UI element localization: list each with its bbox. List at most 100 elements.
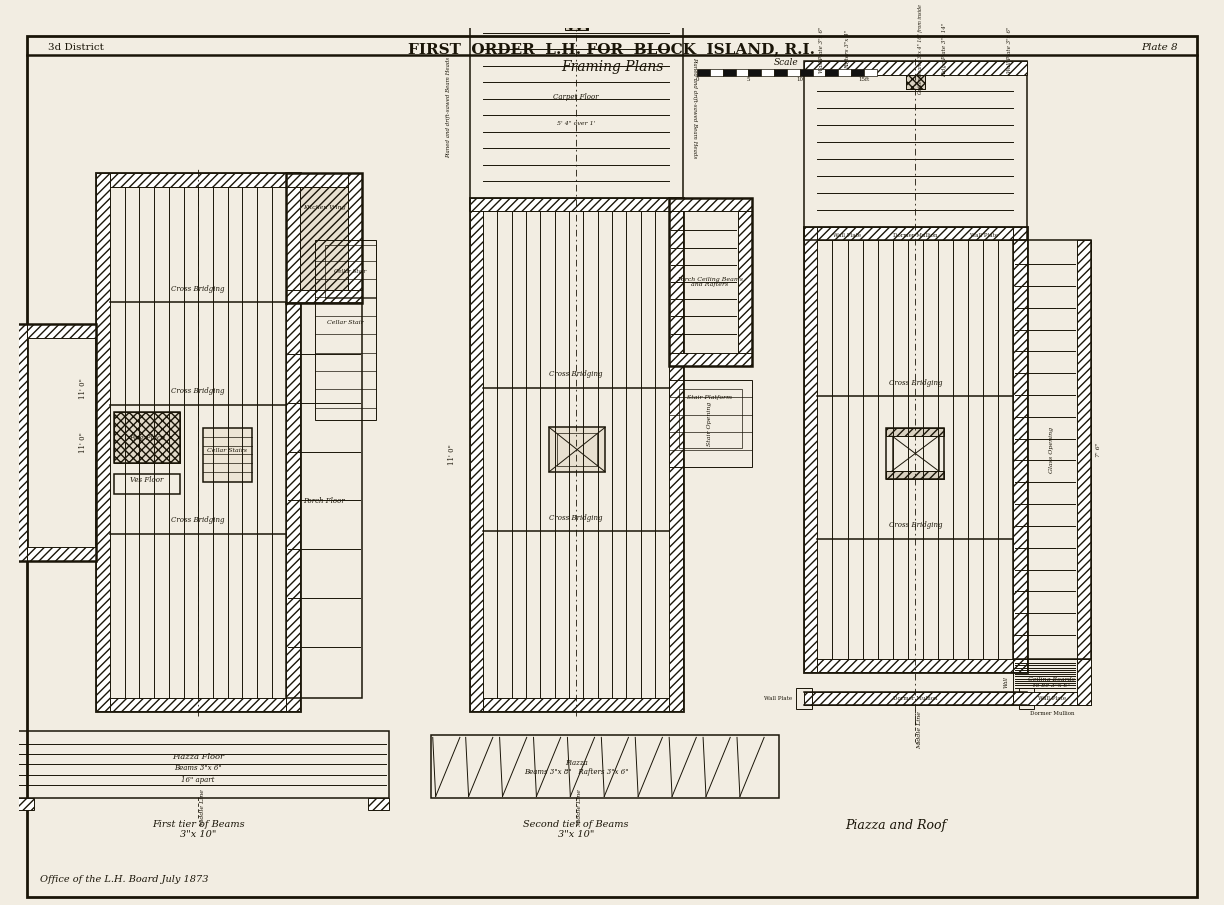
Bar — [110, 174, 286, 187]
Bar — [27, 547, 97, 560]
Text: 15ft: 15ft — [858, 77, 869, 81]
Bar — [787, 69, 799, 75]
Bar — [761, 69, 774, 75]
Bar — [550, 427, 605, 472]
Text: Fire Place: Fire Place — [129, 433, 165, 442]
Bar — [203, 428, 252, 481]
Text: Beams 3"x 6": Beams 3"x 6" — [175, 765, 222, 772]
Bar — [349, 174, 362, 303]
Bar — [13, 798, 34, 810]
Bar — [670, 353, 752, 367]
Bar — [368, 798, 389, 810]
Text: Wall Plate: Wall Plate — [832, 233, 860, 238]
Bar — [483, 197, 670, 211]
Bar — [804, 61, 1027, 74]
Text: Wall Plate: Wall Plate — [764, 696, 792, 701]
Bar — [97, 174, 110, 711]
Bar — [470, 197, 483, 711]
Bar — [906, 74, 925, 89]
Bar — [818, 659, 1013, 672]
Text: 5' 4" over 1': 5' 4" over 1' — [557, 121, 595, 126]
Bar — [1013, 659, 1091, 705]
Text: First tier of Beams
3"x 10": First tier of Beams 3"x 10" — [152, 820, 245, 839]
Bar — [886, 471, 945, 479]
Bar — [799, 69, 813, 75]
Text: FIRST  ORDER  L.H. FOR  BLOCK  ISLAND, R.I.: FIRST ORDER L.H. FOR BLOCK ISLAND, R.I. — [409, 43, 815, 57]
Bar — [774, 69, 787, 75]
Bar — [97, 174, 300, 711]
Text: Middle Line: Middle Line — [578, 789, 583, 827]
Bar — [557, 433, 597, 466]
Bar — [13, 324, 97, 560]
Bar — [825, 69, 838, 75]
Text: Cellar Stairs: Cellar Stairs — [207, 448, 247, 453]
Bar — [796, 688, 812, 710]
Text: Cross Bridging: Cross Bridging — [171, 516, 225, 524]
Bar — [670, 380, 752, 467]
Text: 7' 6": 7' 6" — [1095, 443, 1100, 457]
Text: Cross Bridging: Cross Bridging — [171, 285, 225, 293]
Text: 16" apart: 16" apart — [181, 776, 215, 784]
Text: Wall Plate: Wall Plate — [1038, 696, 1066, 701]
Text: Office of the L.H. Board July 1873: Office of the L.H. Board July 1873 — [40, 874, 209, 883]
Bar — [483, 698, 670, 711]
Text: Stair Platform: Stair Platform — [688, 395, 732, 400]
Text: Kitchen Wing: Kitchen Wing — [302, 205, 345, 210]
Text: Cross Bridging: Cross Bridging — [889, 378, 942, 386]
Bar — [13, 730, 389, 798]
Bar — [679, 389, 742, 448]
Text: Gutter Beams 3"x 4" 16" from inside: Gutter Beams 3"x 4" 16" from inside — [918, 5, 923, 94]
Bar — [864, 69, 876, 75]
Bar — [838, 69, 851, 75]
Bar — [110, 698, 286, 711]
Bar — [886, 428, 945, 479]
Text: Wall Plate 3"x 6": Wall Plate 3"x 6" — [819, 26, 824, 72]
Bar — [804, 227, 818, 672]
Bar — [813, 69, 825, 75]
Text: Planed and drift-sawed Beam Heads: Planed and drift-sawed Beam Heads — [692, 57, 696, 158]
Bar — [316, 240, 376, 420]
Bar — [736, 69, 749, 75]
Text: Wall Plate 3"x 6": Wall Plate 3"x 6" — [1007, 26, 1012, 72]
Text: Plate 8: Plate 8 — [1141, 43, 1177, 52]
Text: 0: 0 — [695, 77, 699, 81]
Text: Stair Opening: Stair Opening — [707, 401, 712, 445]
Bar — [114, 413, 180, 462]
Text: Cross Bridging: Cross Bridging — [889, 521, 942, 529]
Bar — [670, 197, 752, 211]
Text: Cellar Stair: Cellar Stair — [327, 320, 364, 325]
Text: Middle Line: Middle Line — [200, 789, 204, 827]
Text: Framing Plans: Framing Plans — [561, 60, 663, 74]
Text: Ceiling Boards
to be 3"x 6": Ceiling Boards to be 3"x 6" — [1028, 677, 1076, 688]
Text: Planed and drift-sawed Beam Heads: Planed and drift-sawed Beam Heads — [446, 57, 450, 158]
Text: Wall Plate: Wall Plate — [969, 233, 998, 238]
Bar — [326, 245, 376, 299]
Text: Rafters 3"x 4": Rafters 3"x 4" — [845, 30, 849, 69]
Bar — [1013, 227, 1027, 672]
Text: Ves Floor: Ves Floor — [130, 476, 164, 484]
Bar — [749, 69, 761, 75]
Bar — [286, 290, 362, 303]
Text: Piazza Floor: Piazza Floor — [173, 753, 224, 761]
Bar — [851, 69, 864, 75]
Bar — [804, 691, 1027, 705]
Text: Ridge Plate 3"x 14": Ridge Plate 3"x 14" — [941, 23, 947, 77]
Bar — [892, 436, 939, 471]
Bar — [886, 428, 945, 436]
Text: Dormer Mullion: Dormer Mullion — [1029, 710, 1075, 716]
Text: Dormer Mullion: Dormer Mullion — [894, 696, 938, 701]
Text: Carpet Floor: Carpet Floor — [553, 92, 599, 100]
Bar — [1077, 659, 1091, 705]
Text: Wall: Wall — [1004, 676, 1009, 688]
Text: Glass Opening: Glass Opening — [1049, 426, 1054, 472]
Bar — [470, 197, 683, 211]
Bar — [470, 3, 683, 211]
Text: Cross Bridging: Cross Bridging — [171, 387, 225, 395]
Text: Cross Bridging: Cross Bridging — [550, 370, 603, 378]
Bar — [286, 174, 362, 303]
Bar — [818, 227, 1013, 240]
Bar — [470, 197, 683, 711]
Text: Cross Bridging: Cross Bridging — [550, 514, 603, 522]
Bar — [286, 174, 362, 187]
Bar — [286, 174, 300, 711]
